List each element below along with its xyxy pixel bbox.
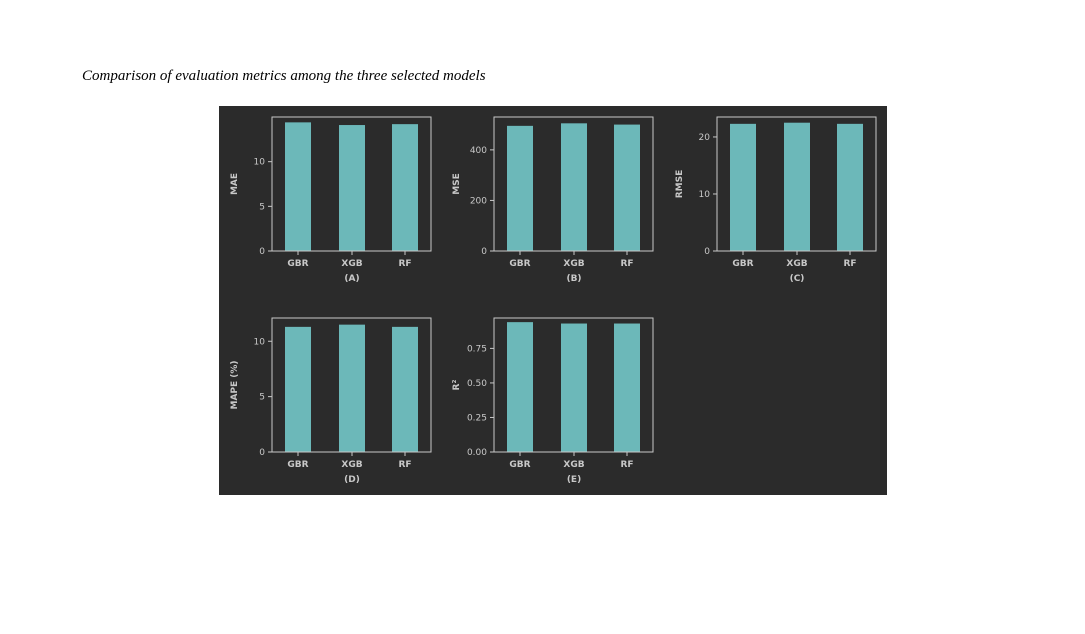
y-tick-label: 200 <box>470 196 487 206</box>
x-axis-label: (E) <box>567 475 581 485</box>
y-tick-label: 0 <box>259 247 265 257</box>
y-tick-label: 10 <box>254 158 266 168</box>
bar-xgb <box>561 123 587 251</box>
x-tick-label: XGB <box>341 259 362 269</box>
x-tick-label: RF <box>843 259 856 269</box>
y-axis-label: R² <box>452 380 462 391</box>
y-axis-label: MAE <box>230 173 240 195</box>
bar-rf <box>392 326 418 452</box>
x-tick-label: XGB <box>786 259 807 269</box>
x-tick-label: GBR <box>509 460 530 470</box>
y-axis-label: MSE <box>452 173 462 195</box>
y-tick-label: 0 <box>704 247 710 257</box>
y-tick-label: 0 <box>481 247 487 257</box>
y-axis-label: MAPE (%) <box>230 360 240 409</box>
bar-gbr <box>285 326 311 452</box>
y-tick-label: 20 <box>699 133 711 143</box>
x-axis-label: (D) <box>344 475 360 485</box>
metrics-figure: 0 5 10 GBR XGB RF (A) MAE 0 200 400 GBR XGB RF (B) MSE 0… <box>219 106 887 495</box>
x-tick-label: GBR <box>732 259 753 269</box>
bar-gbr <box>730 123 756 251</box>
y-tick-label: 5 <box>259 393 265 403</box>
x-tick-label: RF <box>620 259 633 269</box>
bar-rf <box>837 123 863 251</box>
y-tick-label: 0.50 <box>467 379 487 389</box>
y-tick-label: 0.25 <box>467 413 487 423</box>
x-axis-label: (A) <box>344 274 359 284</box>
x-tick-label: XGB <box>563 460 584 470</box>
x-tick-label: XGB <box>563 259 584 269</box>
x-tick-label: GBR <box>287 460 308 470</box>
bar-gbr <box>507 125 533 251</box>
figure-caption: Comparison of evaluation metrics among t… <box>82 68 486 84</box>
x-tick-label: GBR <box>509 259 530 269</box>
y-tick-label: 0.75 <box>467 344 487 354</box>
y-tick-label: 0.00 <box>467 448 487 458</box>
x-tick-label: RF <box>398 460 411 470</box>
bar-gbr <box>285 122 311 251</box>
bar-xgb <box>339 125 365 251</box>
x-axis-label: (C) <box>790 274 805 284</box>
y-axis-label: RMSE <box>675 170 685 199</box>
bar-xgb <box>339 324 365 452</box>
bar-xgb <box>784 122 810 252</box>
y-tick-label: 400 <box>470 146 487 156</box>
bar-rf <box>614 323 640 452</box>
x-axis-label: (B) <box>566 274 581 284</box>
bar-rf <box>392 124 418 251</box>
y-tick-label: 10 <box>254 337 266 347</box>
x-tick-label: RF <box>398 259 411 269</box>
bar-rf <box>614 124 640 251</box>
y-tick-label: 10 <box>699 190 711 200</box>
bar-gbr <box>507 322 533 452</box>
y-tick-label: 0 <box>259 448 265 458</box>
x-tick-label: GBR <box>287 259 308 269</box>
x-tick-label: RF <box>620 460 633 470</box>
y-tick-label: 5 <box>259 202 265 212</box>
bar-xgb <box>561 323 587 452</box>
x-tick-label: XGB <box>341 460 362 470</box>
